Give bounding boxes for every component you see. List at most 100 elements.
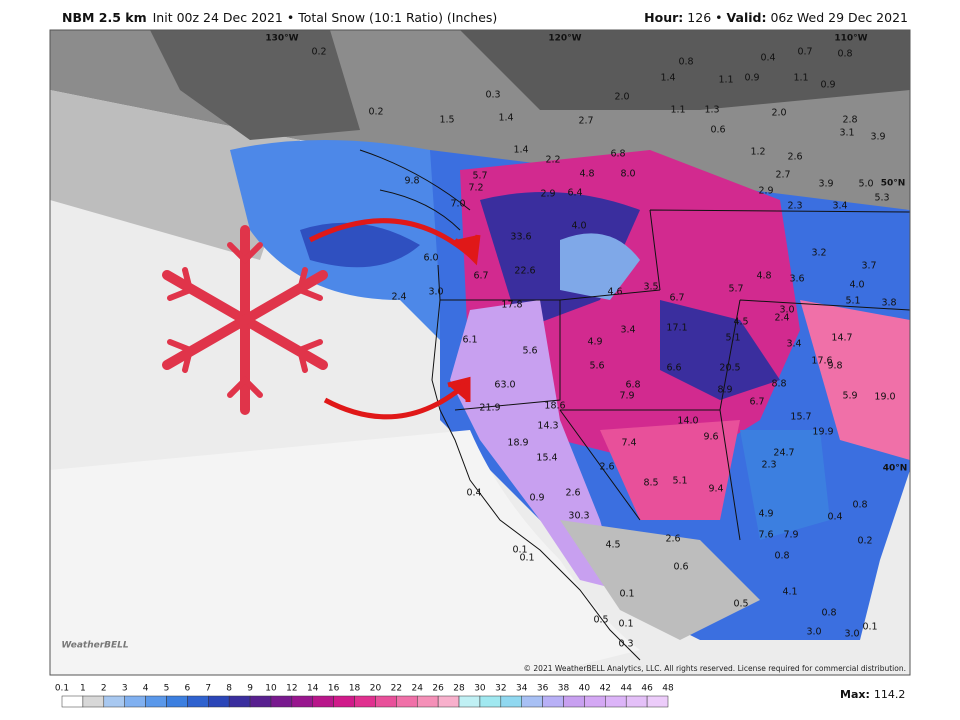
map-value-label: 14.3: [537, 421, 558, 432]
map-value-label: 17.6: [811, 356, 832, 367]
map-value-label: 2.4: [391, 292, 406, 303]
map-value-label: 0.8: [821, 608, 836, 619]
map: [50, 30, 910, 675]
map-value-label: 5.6: [589, 361, 604, 372]
map-value-label: 1.1: [670, 105, 685, 116]
map-value-label: 0.2: [311, 47, 326, 58]
grid-label: 40°N: [883, 464, 908, 474]
colorbar-label: 14: [307, 684, 319, 694]
map-value-label: 0.2: [857, 536, 872, 547]
logo: WeatherBELL: [61, 641, 129, 651]
colorbar-swatch: [333, 695, 355, 708]
map-value-label: 6.7: [669, 293, 684, 304]
init-text: Init 00z 24 Dec 2021 • Total Snow (10:1 …: [153, 10, 498, 25]
map-value-label: 3.8: [881, 298, 896, 309]
colorbar-swatch: [625, 695, 648, 708]
map-value-label: 0.1: [862, 622, 877, 633]
map-value-label: 4.8: [756, 271, 771, 282]
copyright: © 2021 WeatherBELL Analytics, LLC. All r…: [524, 664, 906, 673]
colorbar-label: 16: [328, 684, 340, 694]
colorbar-label: 38: [558, 684, 570, 694]
map-value-label: 5.1: [845, 296, 860, 307]
map-value-label: 6.7: [473, 271, 488, 282]
colorbar-label: 1: [80, 684, 86, 694]
map-value-label: 6.8: [610, 149, 625, 160]
map-value-label: 2.7: [775, 170, 790, 181]
colorbar-label: 28: [453, 684, 465, 694]
map-value-label: 8.0: [620, 169, 635, 180]
colorbar-swatch: [124, 695, 146, 708]
map-value-label: 9.8: [827, 361, 842, 372]
colorbar-label: 24: [412, 684, 424, 694]
map-value-label: 19.9: [812, 427, 833, 438]
colorbar-swatch: [249, 695, 272, 708]
map-value-label: 3.4: [786, 339, 801, 350]
map-value-label: 19.0: [874, 392, 895, 403]
map-value-label: 0.6: [673, 562, 688, 573]
colorbar-label: 6: [185, 684, 191, 694]
map-value-label: 2.6: [787, 152, 802, 163]
colorbar-label: 3: [122, 684, 128, 694]
map-value-label: 17.8: [501, 300, 522, 311]
map-value-label: 2.3: [761, 460, 776, 471]
arrows: [308, 218, 481, 420]
map-value-label: 5.9: [842, 391, 857, 402]
map-value-label: 2.7: [578, 116, 593, 127]
map-value-label: 0.6: [710, 125, 725, 136]
map-value-label: 6.1: [462, 335, 477, 346]
colorbar-swatch: [103, 695, 125, 708]
map-value-label: 8.5: [643, 478, 658, 489]
map-value-label: 2.6: [665, 534, 680, 545]
colorbar-swatch: [542, 695, 564, 708]
map-value-label: 15.4: [536, 453, 557, 464]
colorbar-swatch: [187, 695, 209, 708]
map-value-label: 4.5: [605, 540, 620, 551]
map-value-label: 9.8: [404, 176, 419, 187]
svg-text:Hour:126 •Valid:06z Wed 29 Dec: Hour: 126 • Valid: 06z Wed 29 Dec 2021: [644, 10, 908, 25]
map-value-label: 2.0: [614, 92, 629, 103]
colorbar-label: 10: [265, 684, 277, 694]
map-value-label: 0.1: [519, 553, 534, 564]
map-value-label: 1.4: [660, 73, 675, 84]
map-value-label: 7.2: [468, 183, 483, 194]
colorbar-swatch: [416, 695, 439, 708]
map-value-label: 2.9: [540, 189, 555, 200]
map-value-label: 4.9: [758, 509, 773, 520]
colorbar-label: 22: [391, 684, 402, 694]
map-value-label: 4.0: [571, 221, 586, 232]
map-value-label: 7.6: [758, 530, 773, 541]
map-value-label: 6.7: [749, 397, 764, 408]
map-value-label: 0.1: [619, 589, 634, 600]
map-value-label: 21.9: [479, 403, 500, 414]
map-value-label: 24.7: [773, 448, 794, 459]
map-value-label: 18.6: [544, 401, 565, 412]
map-value-label: 3.0: [806, 627, 821, 638]
colorbar-swatch: [145, 695, 167, 708]
colorbar-swatch: [479, 695, 502, 708]
colorbar-label: 48: [662, 684, 674, 694]
colorbar-swatch: [396, 695, 418, 708]
map-value-label: 0.1: [618, 619, 633, 630]
colorbar-swatch: [166, 695, 188, 708]
map-value-label: 0.7: [797, 47, 812, 58]
map-value-label: 4.6: [607, 287, 622, 298]
map-value-label: 5.6: [522, 346, 537, 357]
map-value-label: 5.7: [728, 284, 743, 295]
grid-label: 130°W: [265, 34, 298, 44]
map-value-label: 1.3: [704, 105, 719, 116]
map-value-label: 33.6: [510, 232, 531, 243]
map-frame: [49, 29, 911, 676]
map-value-label: 6.0: [423, 253, 438, 264]
map-value-label: 3.0: [779, 305, 794, 316]
map-value-label: 0.8: [678, 57, 693, 68]
colorbar-swatch: [605, 695, 627, 708]
map-value-label: 3.4: [620, 325, 635, 336]
map-value-label: 3.2: [811, 248, 826, 259]
colorbar-label: 8: [226, 684, 232, 694]
colorbar-label: 42: [600, 684, 611, 694]
colorbar-label: 36: [537, 684, 549, 694]
model-name: NBM 2.5 km: [62, 10, 147, 25]
map-value-label: 4.1: [782, 587, 797, 598]
colorbar-label: 9: [247, 684, 253, 694]
